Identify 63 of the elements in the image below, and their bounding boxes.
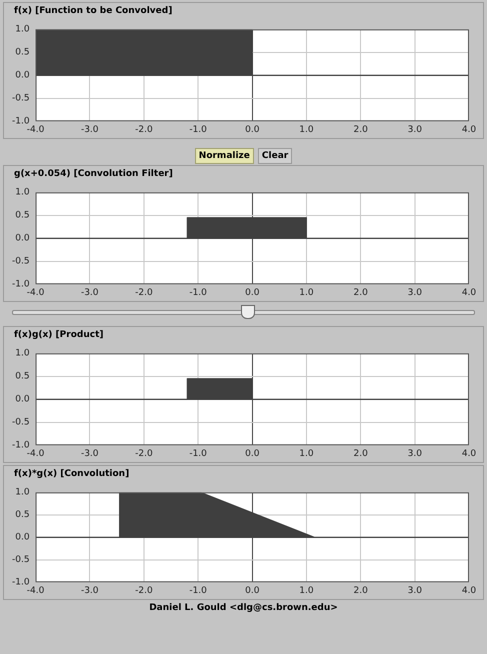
- x-tick-label: 3.0: [408, 448, 422, 459]
- chart-title: g(x+0.054) [Convolution Filter]: [13, 168, 174, 181]
- x-tick-label: 3.0: [408, 288, 422, 298]
- chart-title: f(x) [Function to be Convolved]: [13, 5, 174, 18]
- x-tick-label: 0.0: [245, 586, 260, 596]
- y-tick-label: -0.5: [12, 94, 30, 104]
- x-tick-label: 2.0: [353, 448, 368, 459]
- x-tick-label: 3.0: [408, 586, 422, 596]
- x-tick-label: 0.0: [245, 124, 260, 135]
- y-tick-label: 0.5: [15, 48, 30, 58]
- x-tick-label: -2.0: [135, 288, 153, 298]
- y-tick-label: 1.0: [15, 488, 30, 498]
- y-tick-label: 1.0: [15, 348, 30, 359]
- y-tick-label: -1.0: [12, 440, 30, 451]
- chart-title: f(x)*g(x) [Convolution]: [13, 468, 130, 481]
- x-tick-label: 2.0: [353, 124, 368, 135]
- x-tick-label: -2.0: [135, 448, 153, 459]
- x-tick-label: 4.0: [462, 448, 476, 459]
- x-tick-label: -4.0: [26, 288, 45, 298]
- y-tick-label: -0.5: [12, 256, 30, 267]
- x-tick-label: -3.0: [80, 124, 99, 135]
- y-tick-label: 0.0: [15, 394, 30, 405]
- chart-title: f(x)g(x) [Product]: [13, 329, 104, 342]
- x-tick-label: 4.0: [462, 586, 476, 596]
- x-tick-label: -1.0: [189, 586, 208, 596]
- y-tick-label: 1.0: [15, 24, 30, 35]
- x-tick-label: 4.0: [462, 288, 476, 298]
- x-tick-label: 1.0: [299, 288, 314, 298]
- x-tick-label: 3.0: [408, 124, 422, 135]
- y-tick-label: 0.0: [15, 70, 30, 81]
- x-tick-label: -3.0: [80, 448, 99, 459]
- x-tick-label: -2.0: [135, 124, 153, 135]
- text: Normalize: [194, 148, 254, 164]
- x-tick-label: 1.0: [299, 124, 314, 135]
- x-tick-label: -4.0: [26, 448, 45, 459]
- y-tick-label: -0.5: [12, 555, 30, 566]
- y-tick-label: -1.0: [12, 116, 30, 127]
- x-tick-label: 1.0: [299, 448, 314, 459]
- x-tick-label: 2.0: [353, 288, 368, 298]
- x-tick-label: 0.0: [245, 448, 260, 459]
- x-tick-label: -1.0: [189, 288, 208, 298]
- x-tick-label: -3.0: [80, 586, 99, 596]
- y-tick-label: -1.0: [12, 280, 30, 290]
- x-tick-label: -4.0: [26, 586, 45, 596]
- y-tick-label: -1.0: [12, 578, 30, 588]
- text: Clear: [258, 148, 292, 164]
- y-tick-label: 0.5: [15, 510, 30, 520]
- y-tick-label: 1.0: [15, 188, 30, 198]
- x-tick-label: 0.0: [245, 288, 260, 298]
- x-tick-label: -4.0: [26, 124, 45, 135]
- x-tick-label: 4.0: [462, 124, 476, 135]
- x-tick-label: 1.0: [299, 586, 314, 596]
- text: Daniel L. Gould <dlg@cs.brown.edu>: [148, 603, 339, 613]
- y-tick-label: -0.5: [12, 418, 30, 428]
- x-tick-label: -1.0: [189, 448, 208, 459]
- x-tick-label: -2.0: [135, 586, 153, 596]
- y-tick-label: 0.0: [15, 532, 30, 543]
- y-tick-label: 0.0: [15, 234, 30, 244]
- x-tick-label: -1.0: [189, 124, 208, 135]
- y-tick-label: 0.5: [15, 210, 30, 221]
- x-tick-label: -3.0: [80, 288, 99, 298]
- y-tick-label: 0.5: [15, 372, 30, 382]
- x-tick-label: 2.0: [353, 586, 368, 596]
